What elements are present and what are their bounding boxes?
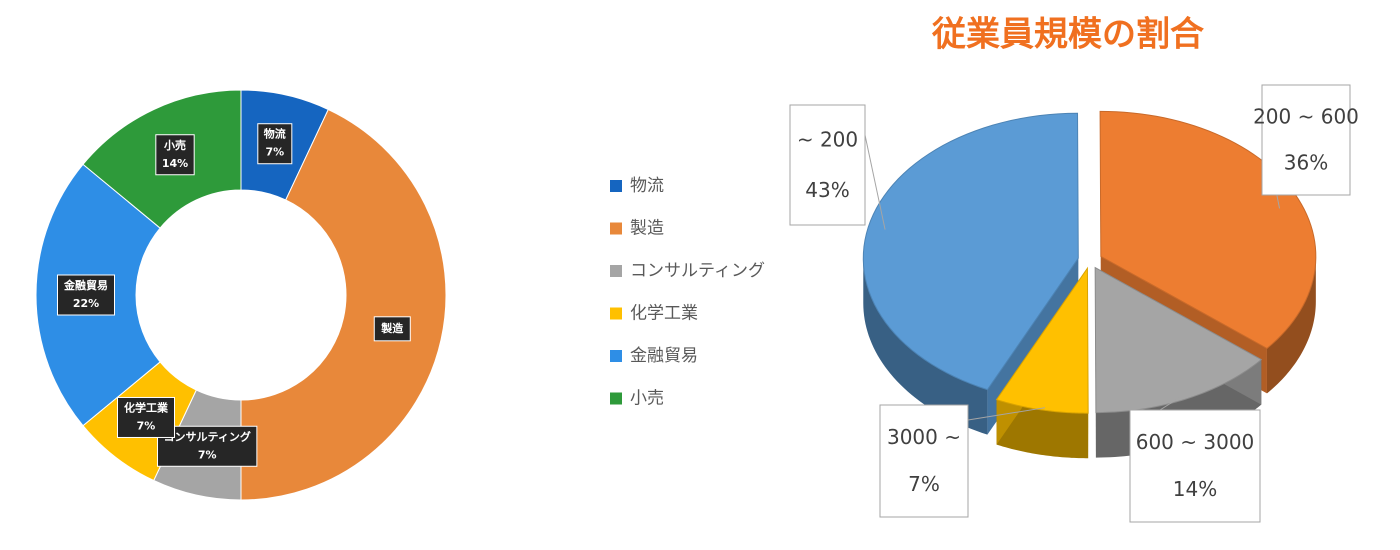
callout-box [1261,84,1351,196]
legend-swatch [610,222,622,235]
legend-label: 小売 [630,389,664,409]
data-label-box [116,396,175,438]
donut-slice [240,108,447,501]
pie-slice [862,112,1079,391]
pie-side [1266,256,1316,394]
data-label-value: 7% [137,419,156,432]
callout-category: ~ 200 [797,128,858,152]
legend-swatch [610,180,622,192]
data-label: 物流 7% [257,123,293,165]
callout-box [789,104,866,226]
pie-slice [1094,266,1263,414]
legend-label: 製造 [630,219,664,239]
leader-line [967,407,1046,421]
data-label-box [57,274,115,316]
callout-category: 200 ~ 600 [1253,105,1359,129]
data-label-value: 22% [73,297,99,310]
data-label-category: 化学工業 [124,400,169,414]
legend-label: 化学工業 [630,304,698,324]
pie-side [863,258,988,435]
legend-label: 物流 [630,176,664,196]
leader-line [864,134,886,230]
data-label-category: 物流 [264,127,286,141]
leader-line [1159,396,1181,411]
callout-category: 600 ~ 3000 [1136,430,1255,454]
legend-swatch [610,265,622,277]
callout-box [879,404,969,518]
legend-label: 金融貿易 [630,346,698,366]
data-label-box [257,123,293,165]
data-label: 化学工業 7% [116,396,175,438]
callout-category: 3000 ~ [887,425,961,449]
chart-title: 従業員規模の割合 [931,15,1204,55]
data-label-box [157,425,258,467]
data-label-category: コンサルティング [164,429,251,443]
data-label-box [155,134,195,176]
data-label-category: 金融貿易 [63,278,108,292]
callout-value: 43% [805,178,849,202]
callout-value: 36% [1284,151,1328,175]
data-label-value: 14% [162,157,188,170]
data-label: 製造 [373,316,411,342]
data-label: 小売 14% [155,134,195,176]
data-label-box [373,316,411,342]
data-label-value: 7% [265,146,284,159]
data-label-category: 小売 [163,138,186,152]
data-label-value: 7% [198,448,217,461]
callout-value: 7% [908,472,940,496]
legend-label: コンサルティング [630,261,765,281]
legend-swatch [610,350,622,362]
callout-box [1129,409,1261,523]
callout-value: 14% [1173,477,1217,501]
legend-swatch [610,307,622,320]
pie-side [996,399,1089,459]
legend-swatch [610,392,622,405]
data-label: 金融貿易 22% [57,274,115,316]
pie-slice [995,266,1089,414]
data-label-category: 製造 [380,321,404,335]
data-label: コンサルティング 7% [157,425,258,467]
